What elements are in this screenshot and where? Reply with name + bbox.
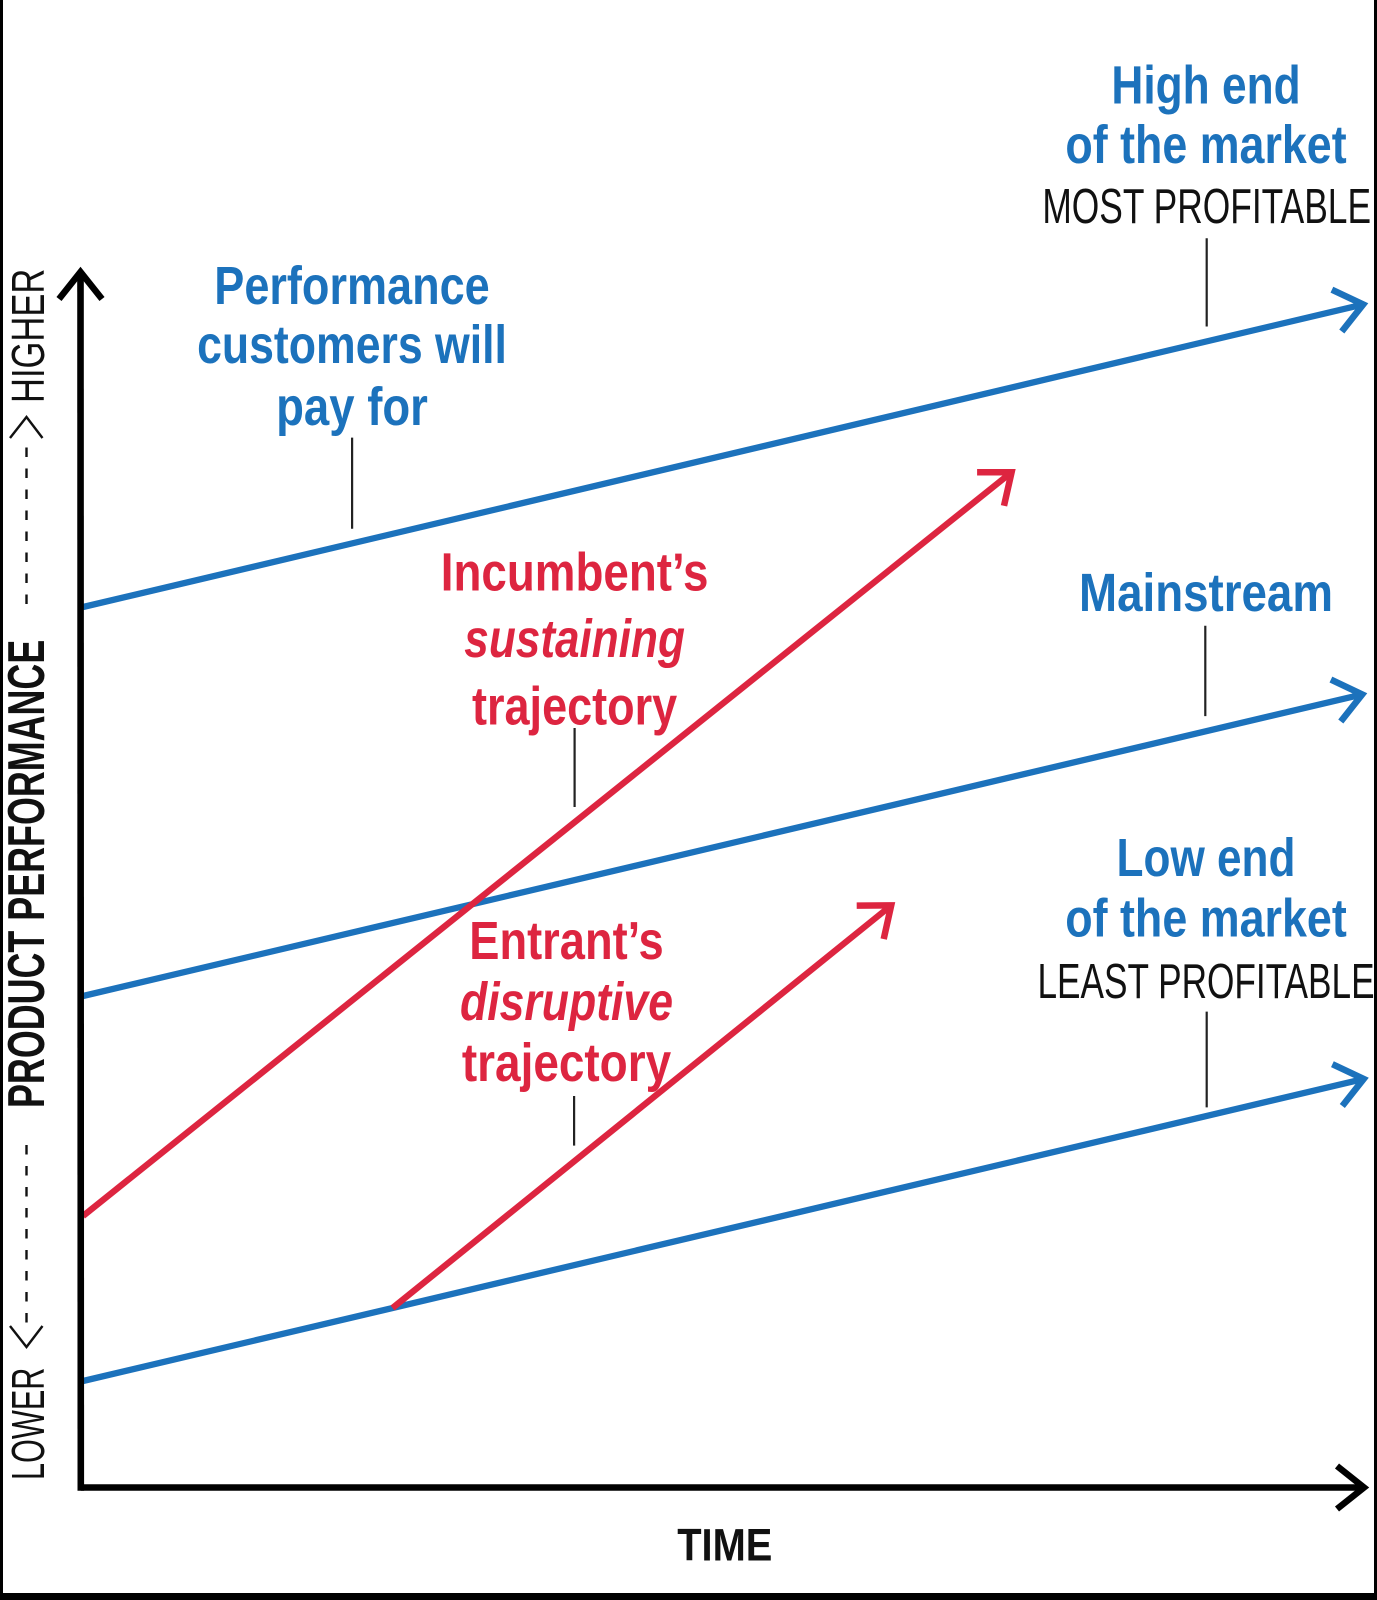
svg-text:Low end: Low end [1117, 828, 1296, 888]
svg-text:LOWER: LOWER [4, 1368, 55, 1480]
svg-text:trajectory: trajectory [462, 1032, 671, 1092]
svg-text:TIME: TIME [677, 1522, 772, 1572]
svg-text:Entrant’s: Entrant’s [469, 910, 663, 971]
svg-text:sustaining: sustaining [464, 609, 685, 669]
svg-text:Performance: Performance [214, 255, 489, 316]
svg-text:HIGHER: HIGHER [2, 269, 54, 403]
svg-text:LEAST PROFITABLE: LEAST PROFITABLE [1037, 954, 1374, 1009]
svg-text:PRODUCT PERFORMANCE: PRODUCT PERFORMANCE [0, 640, 56, 1108]
svg-text:of the market: of the market [1065, 887, 1347, 948]
svg-text:pay for: pay for [276, 377, 428, 438]
svg-text:Incumbent’s: Incumbent’s [441, 542, 709, 602]
svg-text:MOST PROFITABLE: MOST PROFITABLE [1042, 179, 1371, 234]
svg-text:disruptive: disruptive [460, 972, 673, 1032]
svg-text:of the market: of the market [1065, 114, 1346, 175]
svg-text:High end: High end [1111, 55, 1300, 115]
svg-text:trajectory: trajectory [472, 676, 677, 737]
svg-text:Mainstream: Mainstream [1079, 562, 1333, 622]
svg-text:customers will: customers will [197, 315, 507, 375]
